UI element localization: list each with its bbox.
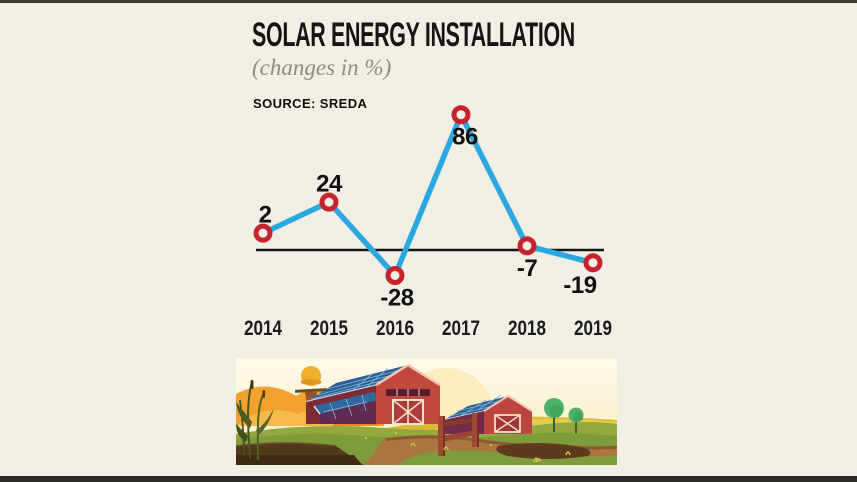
marker-2015 <box>319 192 339 212</box>
value-label-2017: 86 <box>452 124 478 151</box>
fence <box>438 413 479 456</box>
small-barn-door <box>494 414 521 433</box>
marker-2017 <box>451 105 471 125</box>
x-tick-2017: 2017 <box>442 317 480 340</box>
grass-tufts <box>365 432 571 463</box>
lean-to-wall <box>320 400 378 424</box>
bottom-border <box>0 476 857 482</box>
reeds <box>236 380 274 461</box>
marker-2014 <box>253 223 273 243</box>
big-barn <box>305 363 441 425</box>
source-label: SOURCE: SREDA <box>253 96 368 111</box>
x-tick-2016: 2016 <box>376 317 414 340</box>
value-label-2014: 2 <box>259 202 272 229</box>
top-border <box>0 0 857 3</box>
marker-2019 <box>583 253 603 273</box>
soil-patch <box>496 443 591 459</box>
farm-illustration <box>236 358 617 465</box>
x-tick-2014: 2014 <box>244 317 282 340</box>
value-label-2015: 24 <box>316 171 343 198</box>
chart-title: SOLAR ENERGY INSTALLATION <box>252 16 765 55</box>
solar-panel-leanto <box>314 392 378 414</box>
value-label-2019: -19 <box>563 272 596 299</box>
value-label-2016: -28 <box>380 284 413 311</box>
line-chart: 2 2014 24 2015 -28 2016 86 2017 -7 2018 -19 2019 <box>244 105 612 340</box>
trees <box>544 398 584 436</box>
x-tick-2015: 2015 <box>310 317 348 340</box>
dirt-path <box>364 435 617 465</box>
x-tick-2019: 2019 <box>574 317 612 340</box>
x-tick-2018: 2018 <box>508 317 546 340</box>
chart-subtitle: (changes in %) <box>252 55 392 80</box>
barn-door <box>392 399 424 425</box>
marker-2016 <box>385 265 405 285</box>
chart-title-text: SOLAR ENERGY INSTALLATION <box>252 16 575 54</box>
cliff <box>236 442 364 465</box>
value-label-2018: -7 <box>517 255 537 282</box>
data-line <box>260 111 596 279</box>
marker-2018 <box>517 236 537 256</box>
